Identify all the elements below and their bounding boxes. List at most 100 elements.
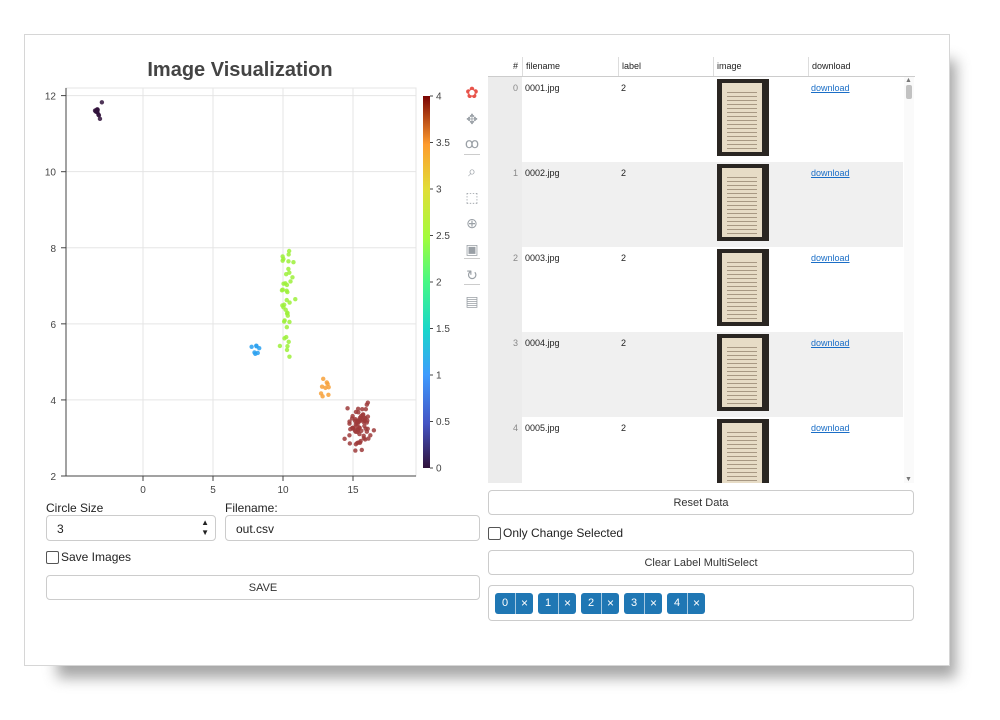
colorbar-tick-label: 1.5: [436, 324, 450, 335]
y-tick-label: 4: [50, 396, 56, 407]
x-tick-label: 0: [140, 485, 146, 496]
scatter-point: [277, 343, 283, 349]
download-link[interactable]: download: [811, 338, 850, 348]
label-chip-3[interactable]: 3 ×: [624, 593, 662, 614]
plot-axes: 0 5 10 15 2 4 6 8 10 12: [45, 88, 416, 496]
scatter-point: [286, 248, 292, 254]
row-index: 4: [512, 423, 518, 433]
scatter-point: [356, 410, 361, 415]
label-chip-4[interactable]: 4 ×: [667, 593, 705, 614]
filename-cell[interactable]: 0002.jpg: [525, 168, 560, 178]
filename-input[interactable]: out.csv: [225, 515, 480, 541]
scroll-up-icon[interactable]: ▲: [905, 77, 912, 84]
scatter-point: [287, 270, 292, 275]
reset-data-button[interactable]: Reset Data: [488, 490, 914, 515]
label-chip-0[interactable]: 0 ×: [495, 593, 533, 614]
filename-cell[interactable]: 0003.jpg: [525, 253, 560, 263]
download-link[interactable]: download: [811, 253, 850, 263]
colorbar-tick-label: 0: [436, 464, 442, 475]
table-scrollbar[interactable]: ▲ ▼: [904, 77, 914, 483]
scroll-down-icon[interactable]: ▼: [905, 476, 912, 483]
column-header-index[interactable]: #: [512, 61, 518, 71]
remove-chip-icon[interactable]: ×: [601, 593, 619, 614]
spinner-arrows-icon[interactable]: ▲ ▼: [201, 518, 209, 537]
scatter-point: [354, 420, 359, 425]
column-header-filename[interactable]: filename: [522, 57, 618, 76]
scatter-point: [281, 305, 286, 310]
scatter-point: [361, 433, 366, 439]
scatter-point: [357, 415, 363, 421]
remove-chip-icon[interactable]: ×: [558, 593, 576, 614]
remove-chip-icon[interactable]: ×: [687, 593, 705, 614]
label-cell[interactable]: 2: [621, 423, 627, 433]
scatter-point: [359, 447, 364, 453]
save-button[interactable]: SAVE: [46, 575, 480, 600]
scroll-thumb[interactable]: [906, 85, 912, 99]
table-row[interactable]: 0004.jpg 2 download: [522, 332, 903, 417]
colorbar-tick-label: 0.5: [436, 417, 450, 428]
scatter-point: [286, 339, 291, 345]
scatter-point: [353, 448, 358, 453]
header-divider: [488, 76, 915, 77]
label-cell[interactable]: 2: [621, 338, 627, 348]
hover-icon[interactable]: ▤: [465, 292, 479, 309]
label-chip-2[interactable]: 2 ×: [581, 593, 619, 614]
label-cell[interactable]: 2: [621, 83, 627, 93]
clear-label-multiselect-button[interactable]: Clear Label MultiSelect: [488, 550, 914, 575]
label-cell[interactable]: 2: [621, 168, 627, 178]
box-zoom-icon[interactable]: ⌕: [468, 162, 476, 179]
plot-title: Image Visualization: [147, 59, 333, 81]
column-header-label[interactable]: label: [618, 57, 713, 76]
y-tick-label: 2: [50, 472, 56, 483]
label-chip-1[interactable]: 1 ×: [538, 593, 576, 614]
column-header-download[interactable]: download: [808, 57, 903, 76]
remove-chip-icon[interactable]: ×: [644, 593, 662, 614]
remove-chip-icon[interactable]: ×: [515, 593, 533, 614]
scatter-point: [363, 416, 368, 421]
scatter-point: [285, 343, 290, 349]
lasso-select-icon[interactable]: ꝏ: [464, 134, 480, 151]
scatter-point: [97, 116, 103, 122]
download-link[interactable]: download: [811, 168, 850, 178]
save-icon[interactable]: ▣: [465, 240, 479, 257]
pan-icon[interactable]: ✥: [466, 110, 478, 127]
scatter-point: [287, 354, 292, 359]
bokeh-logo-icon[interactable]: ✿: [465, 85, 479, 102]
scatter-point: [94, 107, 99, 113]
scatter-point: [281, 281, 286, 286]
label-cell[interactable]: 2: [621, 253, 627, 263]
toolbar-separator: [464, 258, 480, 259]
scatter-point: [353, 416, 358, 422]
box-select-icon[interactable]: ⬚: [465, 188, 479, 205]
label-multiselect[interactable]: 0 × 1 × 2 × 3 × 4 ×: [488, 585, 914, 621]
scatter-point: [360, 412, 366, 417]
table-row[interactable]: 0001.jpg 2 download: [522, 77, 903, 162]
circle-size-spinner[interactable]: 3 ▲ ▼: [46, 515, 216, 541]
column-header-image[interactable]: image: [713, 57, 808, 76]
only-change-selected-label: Only Change Selected: [503, 526, 624, 540]
table-row[interactable]: 0003.jpg 2 download: [522, 247, 903, 332]
circle-size-label: Circle Size: [46, 501, 104, 515]
scatter-point: [255, 350, 260, 356]
download-link[interactable]: download: [811, 423, 850, 433]
reset-icon[interactable]: ↻: [466, 266, 478, 283]
filename-cell[interactable]: 0001.jpg: [525, 83, 560, 93]
scatter-point: [353, 429, 358, 435]
only-change-selected-checkbox[interactable]: [488, 527, 501, 540]
table-row[interactable]: 0005.jpg 2 download: [522, 417, 903, 483]
save-images-checkbox[interactable]: [46, 551, 59, 564]
download-link[interactable]: download: [811, 83, 850, 93]
filename-value: out.csv: [236, 522, 275, 536]
scatter-points: [92, 100, 377, 453]
scatter-point: [342, 436, 347, 442]
scatter-point: [284, 347, 290, 353]
filename-cell[interactable]: 0005.jpg: [525, 423, 560, 433]
filename-cell[interactable]: 0004.jpg: [525, 338, 560, 348]
circle-size-value: 3: [57, 522, 64, 536]
scatter-point: [291, 260, 296, 265]
wheel-zoom-icon[interactable]: ⊕: [466, 214, 478, 231]
y-tick-label: 6: [50, 320, 56, 331]
index-column: [488, 77, 522, 483]
table-row[interactable]: 0002.jpg 2 download: [522, 162, 903, 247]
